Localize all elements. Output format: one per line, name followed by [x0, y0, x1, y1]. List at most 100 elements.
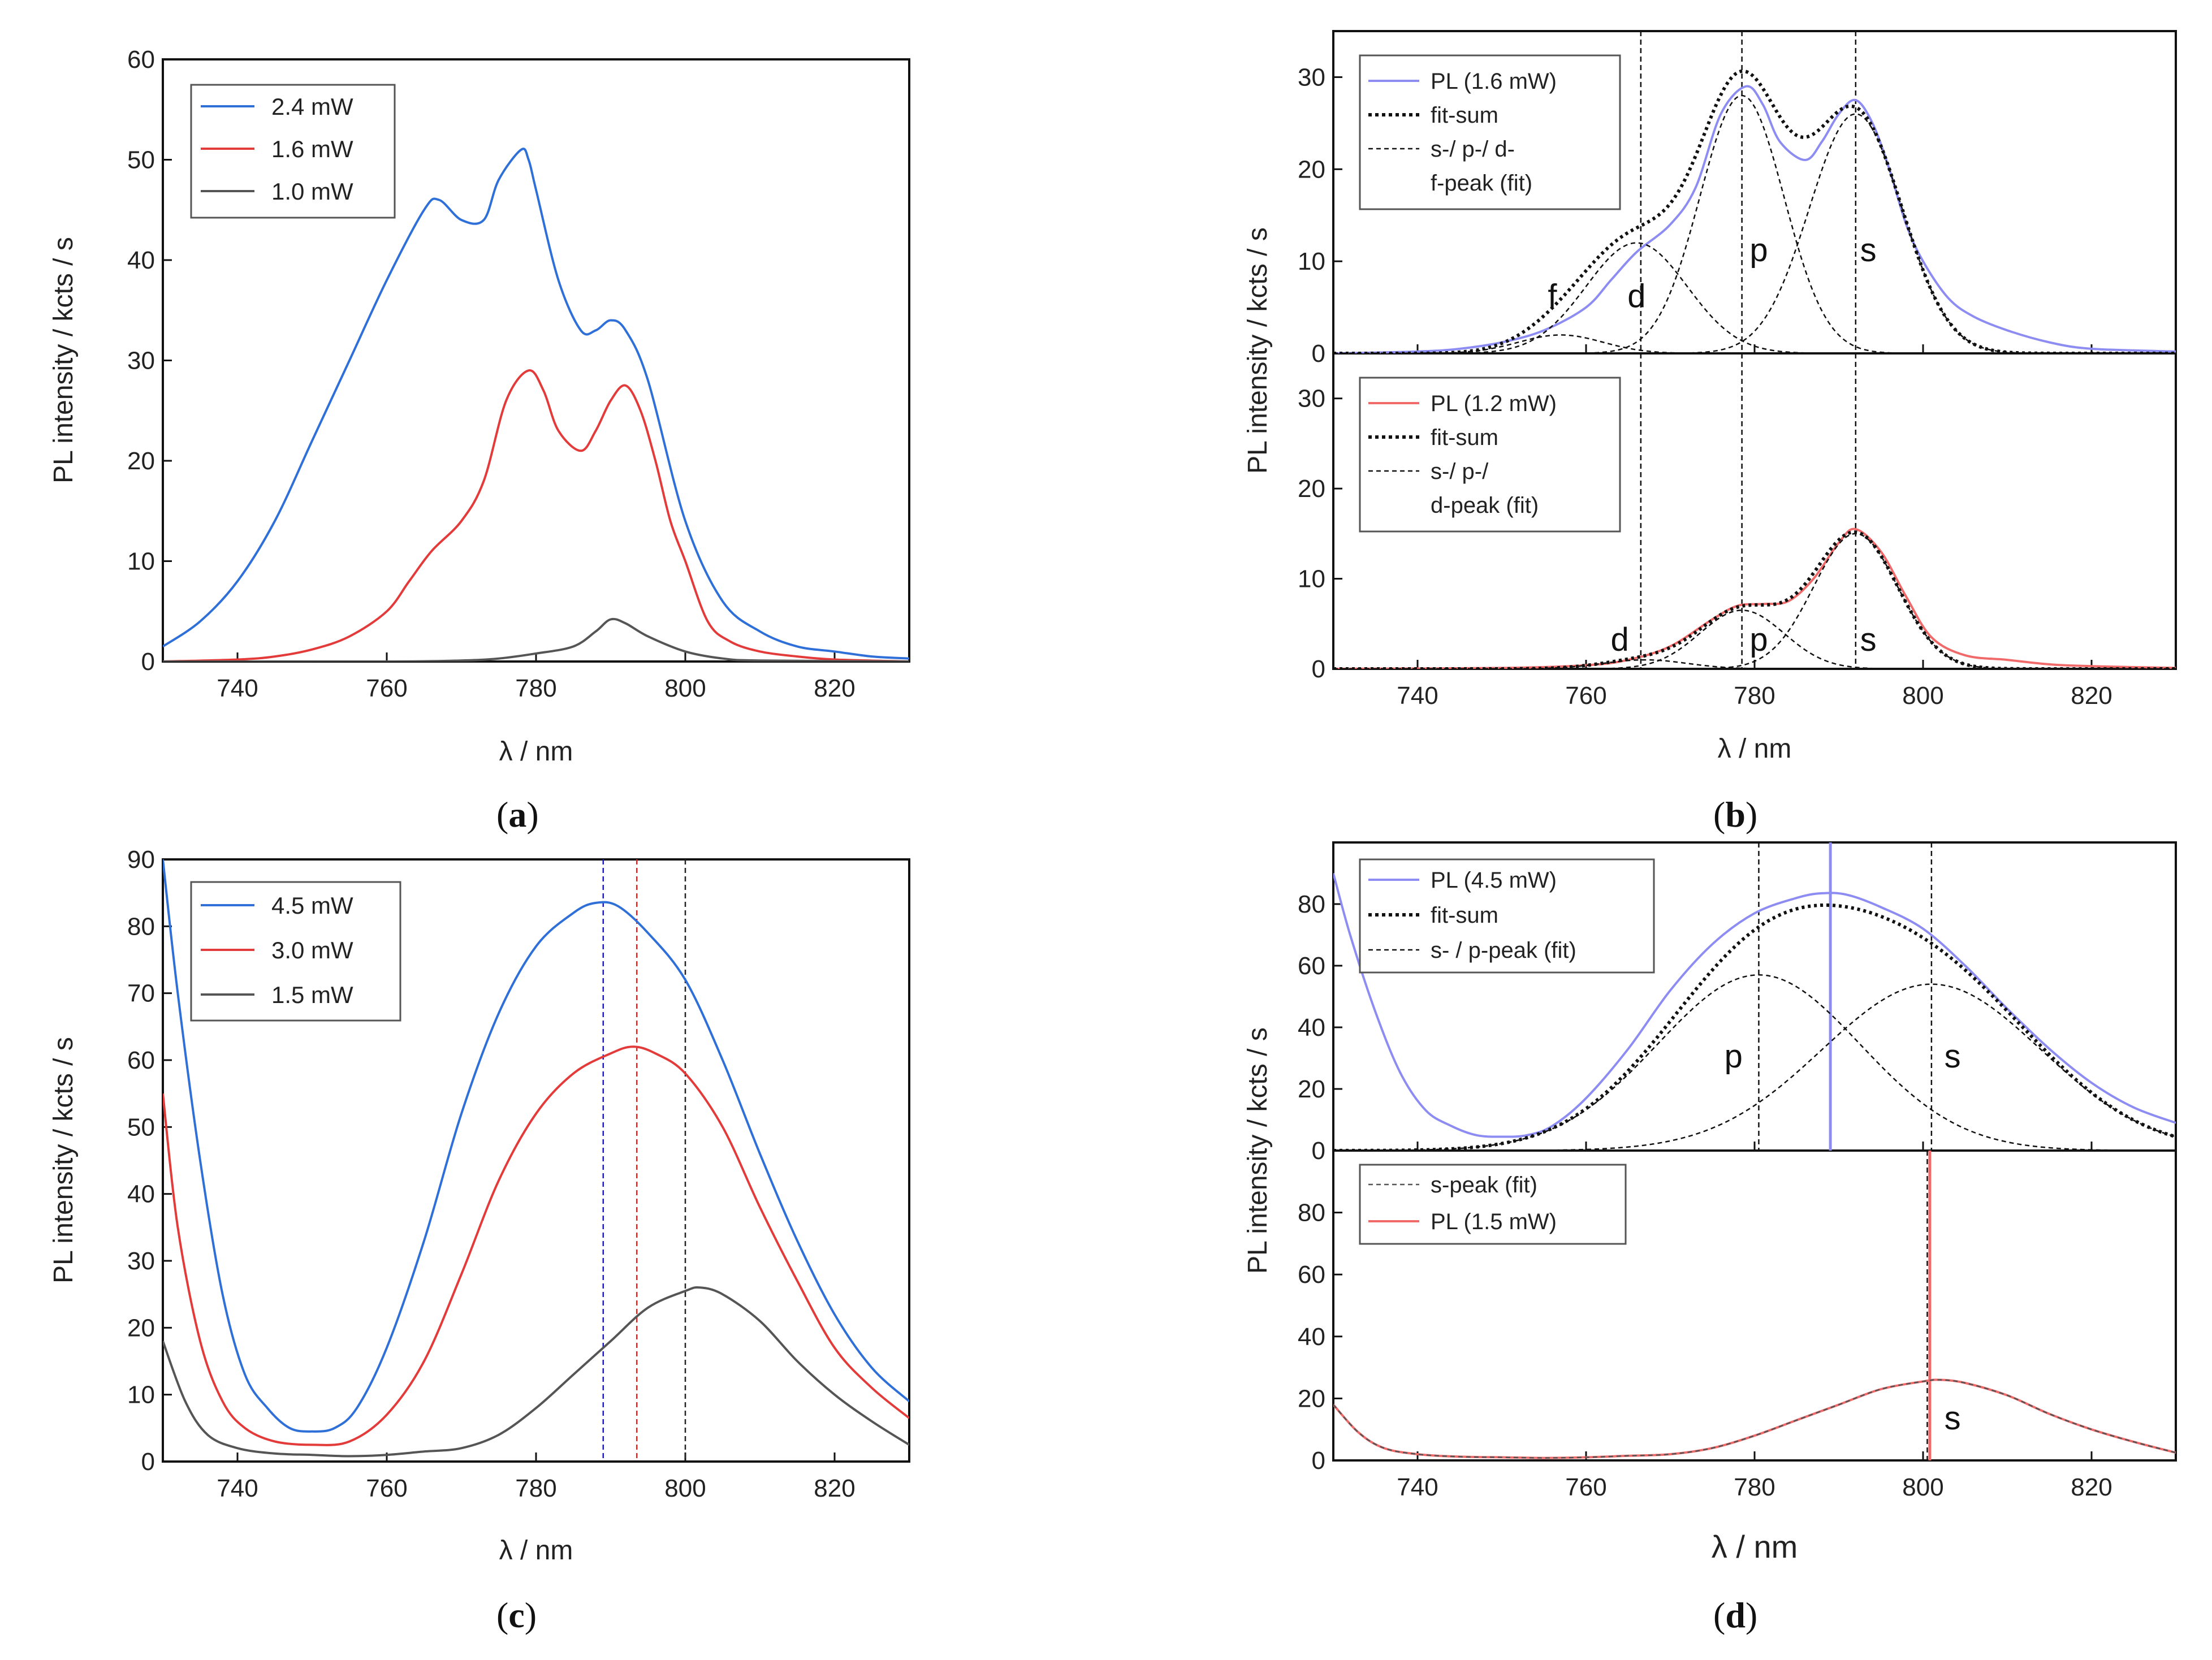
xtick-label: 760 — [1565, 682, 1606, 710]
ytick-label: 10 — [1298, 565, 1325, 593]
xtick-label: 780 — [515, 675, 556, 702]
legend-c-label-3: 1.5 mW — [271, 982, 353, 1008]
peak-annotation-p: p — [1749, 232, 1768, 269]
peak-annotation-s: s — [1860, 621, 1877, 658]
series-line-1-5-mw — [163, 1286, 909, 1458]
ytick-label: 0 — [1312, 655, 1325, 683]
series-line-4-5-mw — [163, 859, 909, 1433]
ytick-label: 30 — [127, 1247, 155, 1275]
ytick-label: 10 — [127, 1381, 155, 1409]
legend-b-top-label-1: PL (1.6 mW) — [1431, 69, 1557, 94]
xtick-label: 820 — [814, 1475, 855, 1502]
legend-d-top-box — [1359, 858, 1655, 974]
peak-annotation-s: s — [1945, 1038, 1961, 1075]
xtick-label: 800 — [1902, 682, 1943, 710]
caption-d-open: ( — [1713, 1595, 1725, 1635]
svg-text:(c): (c) — [496, 1595, 537, 1635]
ytick-label: 40 — [127, 1181, 155, 1208]
caption-b-close: ) — [1746, 794, 1757, 835]
ytick-label: 0 — [1312, 340, 1325, 368]
panel-c-ylabel: PL intensity / kcts / s — [49, 1037, 79, 1283]
svg-text:(d): (d) — [1713, 1595, 1757, 1635]
panel-d-top: 0 20 40 60 80 p s — [1298, 842, 2176, 1165]
xtick-label: 780 — [1734, 682, 1775, 710]
ytick-label: 20 — [1298, 475, 1325, 503]
peak-annotation-f: f — [1548, 278, 1557, 315]
legend-c-label-2: 3.0 mW — [271, 937, 353, 963]
peak-annotation-d: d — [1627, 278, 1645, 315]
ytick-label: 50 — [127, 146, 155, 174]
panel-b-xlabel: λ / nm — [1718, 734, 1792, 764]
peak-annotation-p: p — [1749, 621, 1768, 658]
panel-a: 0 10 20 30 40 50 60 740 760 780 800 820 — [127, 46, 909, 702]
legend-b-bottom-label-2: fit-sum — [1431, 425, 1498, 450]
panel-c-xlabel: λ / nm — [499, 1536, 573, 1566]
peak-fit-p — [1333, 609, 2176, 669]
ytick-label: 50 — [127, 1113, 155, 1141]
peak-fit-s — [1333, 1379, 2176, 1459]
ytick-label: 0 — [1312, 1137, 1325, 1165]
ytick-label: 10 — [127, 548, 155, 576]
caption-a-letter: a — [508, 794, 526, 835]
panel-b-top: 0 10 20 30 f d p s — [1298, 31, 2176, 368]
legend-d-bottom-label-2: PL (1.5 mW) — [1431, 1209, 1557, 1234]
peak-fit-p — [1333, 94, 2176, 353]
xtick-label: 800 — [664, 1475, 706, 1502]
ytick-label: 20 — [1298, 1385, 1325, 1412]
xtick-label: 820 — [2071, 1473, 2112, 1501]
xtick-label: 800 — [664, 675, 706, 702]
ytick-label: 60 — [1298, 952, 1325, 980]
peak-fit-p — [1333, 974, 2176, 1151]
xtick-label: 760 — [1565, 1473, 1606, 1501]
caption-c: (c) — [496, 1595, 537, 1635]
peak-fit-s — [1333, 533, 2176, 669]
legend-b-bottom-label-3: s-/ p-/ — [1431, 459, 1489, 484]
series-line-pl-1-5-mw- — [1333, 1378, 2176, 1459]
panel-a-ylabel: PL intensity / kcts / s — [49, 237, 79, 483]
xtick-label: 820 — [2071, 682, 2112, 710]
peak-fit-d — [1333, 242, 2176, 353]
panel-b-ylabel: PL intensity / kcts / s — [1243, 227, 1273, 474]
xtick-label: 780 — [515, 1475, 556, 1502]
peak-annotation-s: s — [1945, 1400, 1961, 1437]
fit-sum-line — [1333, 903, 2176, 1151]
panel-a-xlabel: λ / nm — [499, 737, 573, 767]
ytick-label: 60 — [1298, 1261, 1325, 1289]
legend-b-bottom-label-4: d-peak (fit) — [1431, 493, 1539, 518]
legend-a-label-2: 1.6 mW — [271, 136, 353, 162]
ytick-label: 60 — [127, 46, 155, 74]
ytick-label: 0 — [141, 1448, 155, 1476]
caption-d: (d) — [1713, 1595, 1757, 1635]
panel-c: 0 10 20 30 40 50 60 70 80 90 740 760 780 800 820 — [127, 846, 909, 1502]
xtick-label: 740 — [1397, 682, 1438, 710]
panel-d-bottom: 0 20 40 60 80 740 760 780 800 820 s — [1298, 1151, 2176, 1501]
panel-d-xlabel: λ / nm — [1712, 1529, 1798, 1564]
caption-a-open: ( — [496, 794, 508, 835]
legend-d-bottom-label-1: s-peak (fit) — [1431, 1173, 1537, 1198]
series-line-2-4-mw — [163, 148, 909, 660]
xtick-label: 760 — [366, 675, 407, 702]
legend-a-label-1: 2.4 mW — [271, 93, 353, 120]
peak-annotation-p: p — [1725, 1038, 1743, 1075]
panel-b-bottom: 0 10 20 30 740 760 780 800 820 d p s — [1298, 353, 2176, 710]
caption-a: (a) — [496, 794, 539, 835]
svg-text:(b): (b) — [1713, 794, 1757, 835]
panel-d-ylabel: PL intensity / kcts / s — [1243, 1027, 1273, 1274]
xtick-label: 780 — [1734, 1473, 1775, 1501]
svg-text:(a): (a) — [496, 794, 539, 835]
series-line-1-0-mw — [163, 617, 909, 662]
ytick-label: 0 — [1312, 1447, 1325, 1475]
ytick-label: 80 — [127, 913, 155, 940]
ytick-label: 80 — [1298, 1199, 1325, 1227]
ytick-label: 30 — [127, 347, 155, 375]
legend-a-label-3: 1.0 mW — [271, 178, 353, 205]
legend-d-bottom-box — [1359, 1164, 1627, 1245]
legend-d-top-label-2: fit-sum — [1431, 903, 1498, 928]
ytick-label: 60 — [127, 1047, 155, 1074]
peak-fit-d — [1333, 659, 2176, 669]
series-line-3-0-mw — [163, 1045, 909, 1446]
caption-c-letter: c — [508, 1595, 524, 1635]
legend-d-top-label-3: s- / p-peak (fit) — [1431, 938, 1576, 963]
fit-sum-line — [1333, 69, 2176, 353]
